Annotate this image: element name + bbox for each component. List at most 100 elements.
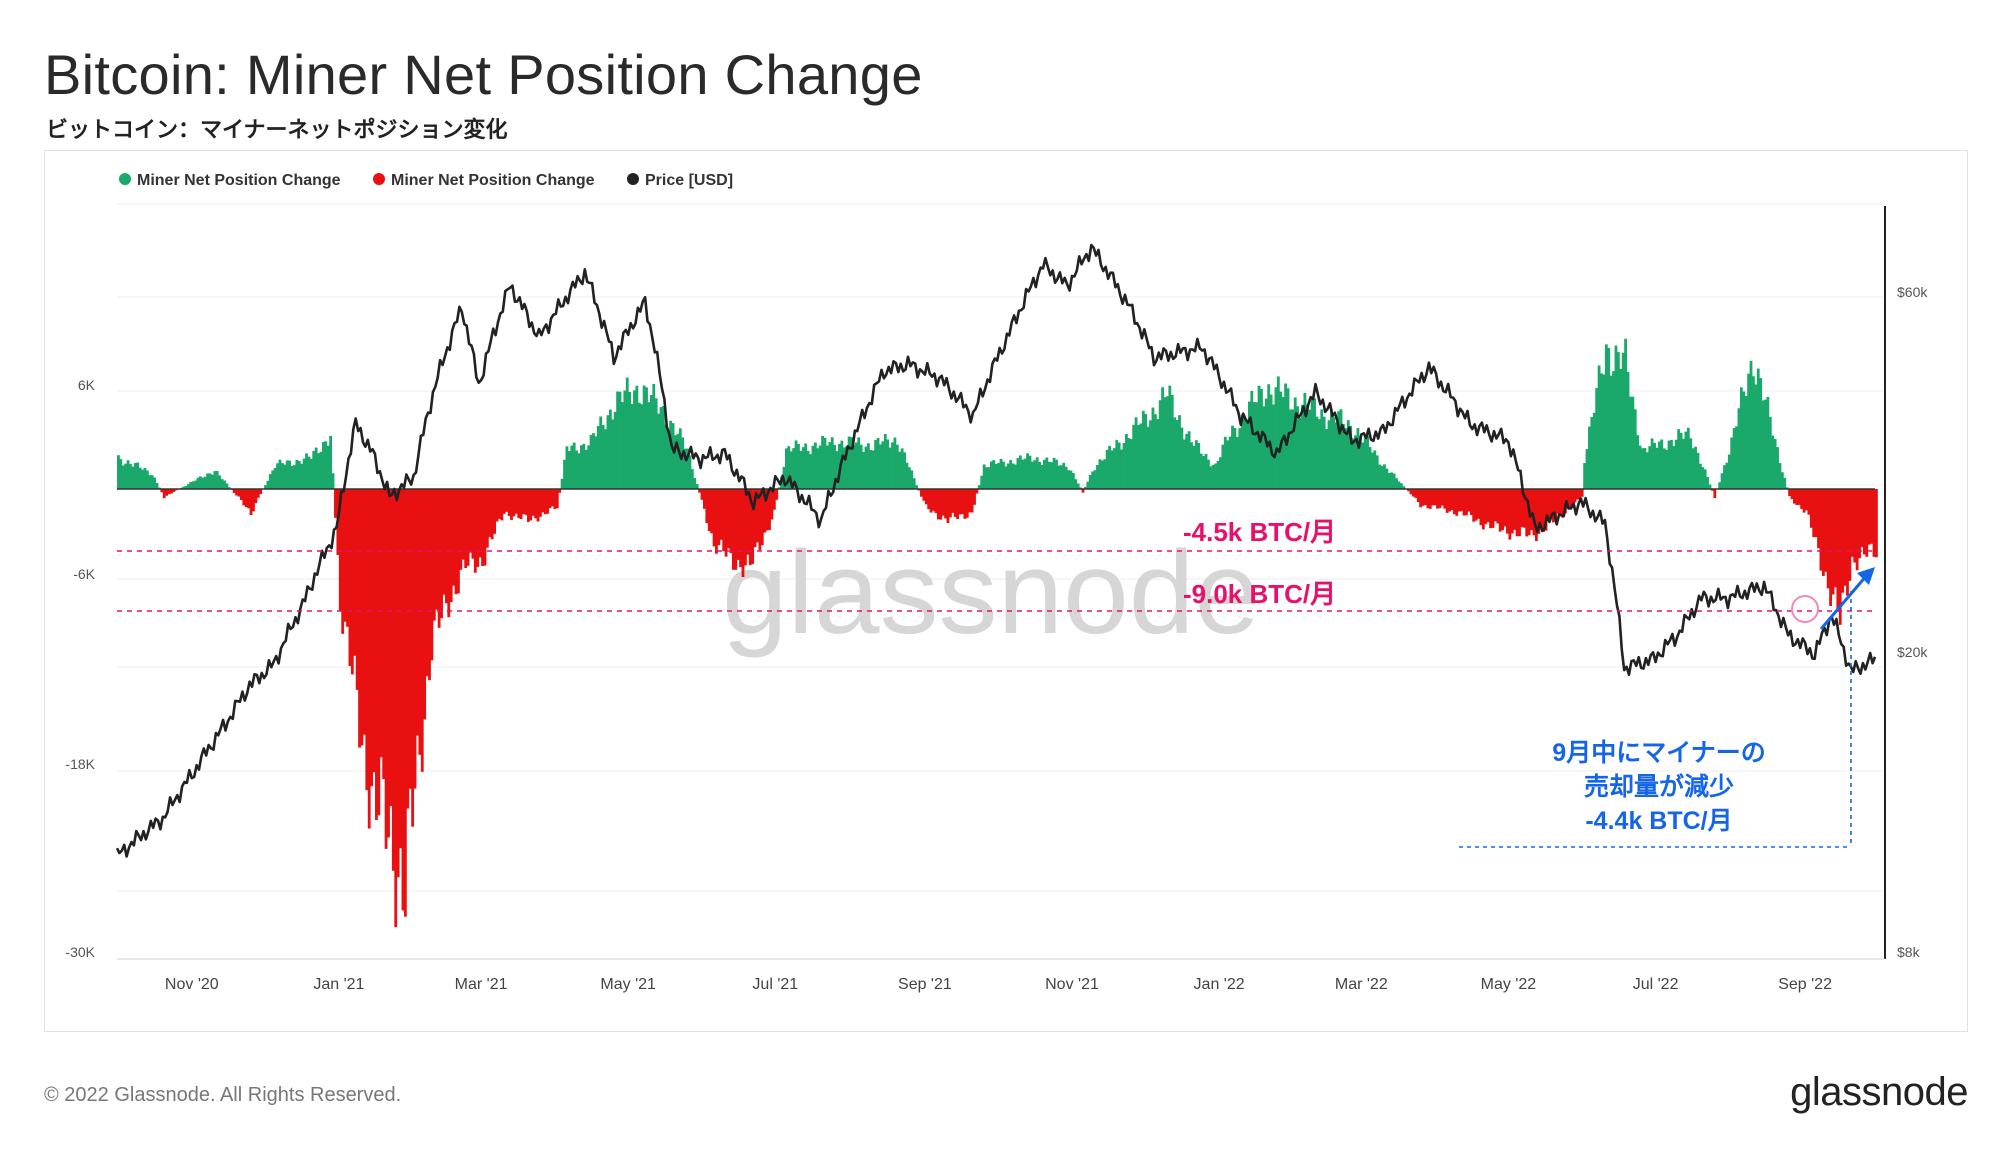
bar	[461, 489, 465, 560]
bar	[1088, 474, 1092, 489]
bar	[775, 489, 779, 500]
legend-label-negative[interactable]: Miner Net Position Change	[391, 172, 595, 189]
bar	[153, 477, 156, 489]
bar	[1158, 400, 1162, 489]
bar	[1057, 465, 1061, 489]
bar	[1274, 387, 1278, 489]
bar	[1739, 387, 1743, 489]
bar	[136, 462, 140, 489]
bar	[1180, 427, 1184, 489]
bar	[756, 489, 759, 543]
bar	[423, 489, 427, 720]
bar	[1134, 417, 1138, 489]
brand-logo[interactable]: glassnode	[1790, 1070, 1968, 1114]
bar	[1588, 426, 1591, 489]
bar	[297, 460, 301, 489]
bar	[220, 479, 224, 489]
bar	[555, 489, 559, 509]
bar	[577, 453, 581, 489]
bar	[1508, 489, 1512, 540]
bar	[1858, 489, 1861, 559]
bar	[746, 489, 750, 555]
bar	[1457, 489, 1461, 512]
bar	[223, 480, 226, 489]
bar	[1590, 417, 1594, 489]
bar	[232, 489, 236, 493]
bar	[444, 489, 448, 604]
bar	[1182, 439, 1186, 489]
bar	[920, 489, 923, 497]
bar	[690, 469, 694, 489]
bar	[1166, 396, 1169, 489]
bar	[1161, 387, 1164, 489]
bar	[1785, 487, 1789, 489]
bar	[1305, 404, 1309, 489]
bar	[1248, 401, 1251, 489]
bar	[1411, 489, 1415, 497]
bar	[1450, 489, 1454, 511]
bar	[1390, 472, 1394, 489]
bar	[1383, 464, 1386, 489]
bar	[1773, 438, 1777, 489]
bar	[1214, 463, 1218, 489]
y-tick: -18K	[65, 756, 95, 772]
bar	[133, 463, 137, 489]
bar	[599, 416, 603, 489]
bar	[377, 489, 381, 816]
bar	[1641, 448, 1644, 489]
legend-label-price[interactable]: Price [USD]	[645, 172, 733, 189]
bar	[1018, 455, 1022, 489]
y-tick: 6K	[78, 377, 96, 393]
bar	[833, 445, 837, 489]
bar	[1325, 429, 1328, 489]
bar	[541, 489, 545, 513]
bar	[876, 437, 880, 489]
bar	[551, 489, 554, 507]
bar	[150, 475, 154, 489]
bar	[1819, 489, 1823, 571]
bar	[879, 444, 882, 489]
bar	[165, 489, 169, 496]
bar	[1363, 436, 1367, 489]
bar	[1534, 489, 1538, 541]
bar	[895, 444, 899, 489]
bar	[1520, 489, 1524, 528]
bar	[1407, 489, 1410, 492]
bar	[934, 489, 938, 513]
bar	[927, 489, 931, 510]
bar	[874, 440, 878, 489]
bar	[182, 486, 185, 489]
bar	[565, 446, 569, 489]
bar	[1023, 458, 1027, 489]
bar	[1730, 437, 1734, 489]
bar	[560, 478, 564, 489]
bar	[982, 464, 986, 489]
bar	[1021, 459, 1025, 489]
bar	[1539, 489, 1543, 529]
bar	[941, 489, 945, 516]
bar	[321, 441, 325, 489]
bar	[1530, 489, 1533, 531]
bar	[953, 489, 957, 517]
bar	[1708, 484, 1712, 489]
bar	[1465, 489, 1468, 516]
bar	[213, 471, 217, 489]
bar	[1243, 418, 1246, 489]
bar	[813, 442, 817, 489]
bar	[741, 489, 745, 578]
bar	[293, 465, 296, 489]
bar	[437, 489, 441, 628]
bar	[1175, 420, 1179, 489]
bar	[464, 489, 468, 569]
bar	[572, 442, 576, 489]
bar	[1532, 489, 1536, 536]
x-tick: Jul '22	[1633, 976, 1679, 993]
callout-line-3: -4.4k BTC/月	[1585, 807, 1732, 835]
bar	[543, 489, 547, 515]
bar	[305, 453, 308, 489]
legend-label-positive[interactable]: Miner Net Position Change	[137, 172, 341, 189]
bar	[640, 404, 644, 489]
bar	[1793, 489, 1796, 504]
bar	[1059, 465, 1063, 489]
bar	[278, 459, 282, 489]
